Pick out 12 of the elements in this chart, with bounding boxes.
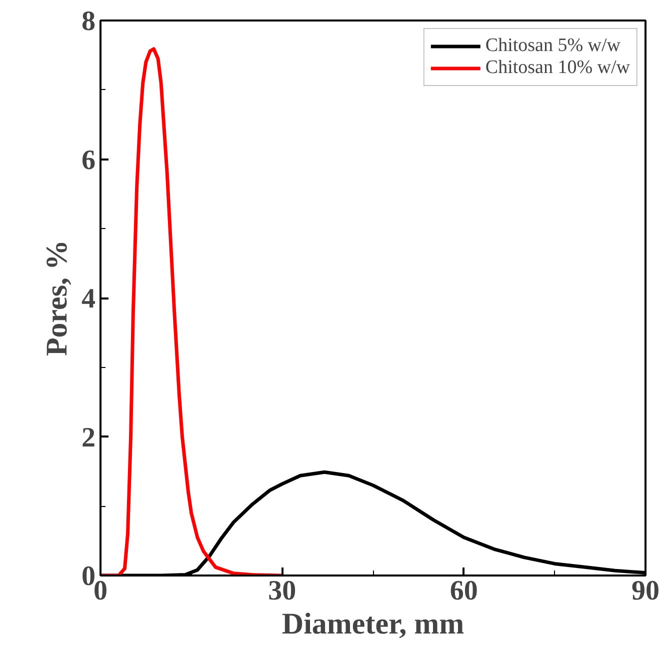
x-tick-label: 90 bbox=[632, 576, 660, 606]
legend-label: Chitosan 5% w/w bbox=[485, 35, 620, 57]
y-tick-label: 2 bbox=[82, 422, 96, 454]
x-tick-label: 30 bbox=[268, 576, 296, 606]
legend-label: Chitosan 10% w/w bbox=[485, 57, 630, 79]
y-tick-label: 8 bbox=[82, 6, 96, 37]
y-tick-label: 4 bbox=[82, 284, 96, 314]
x-tick-label: 60 bbox=[450, 576, 478, 606]
y-axis-title: Pores, % bbox=[40, 240, 74, 356]
line-series bbox=[100, 47, 284, 576]
y-tick-label: 6 bbox=[82, 144, 96, 176]
x-axis-title: Diameter, mm bbox=[282, 608, 464, 640]
